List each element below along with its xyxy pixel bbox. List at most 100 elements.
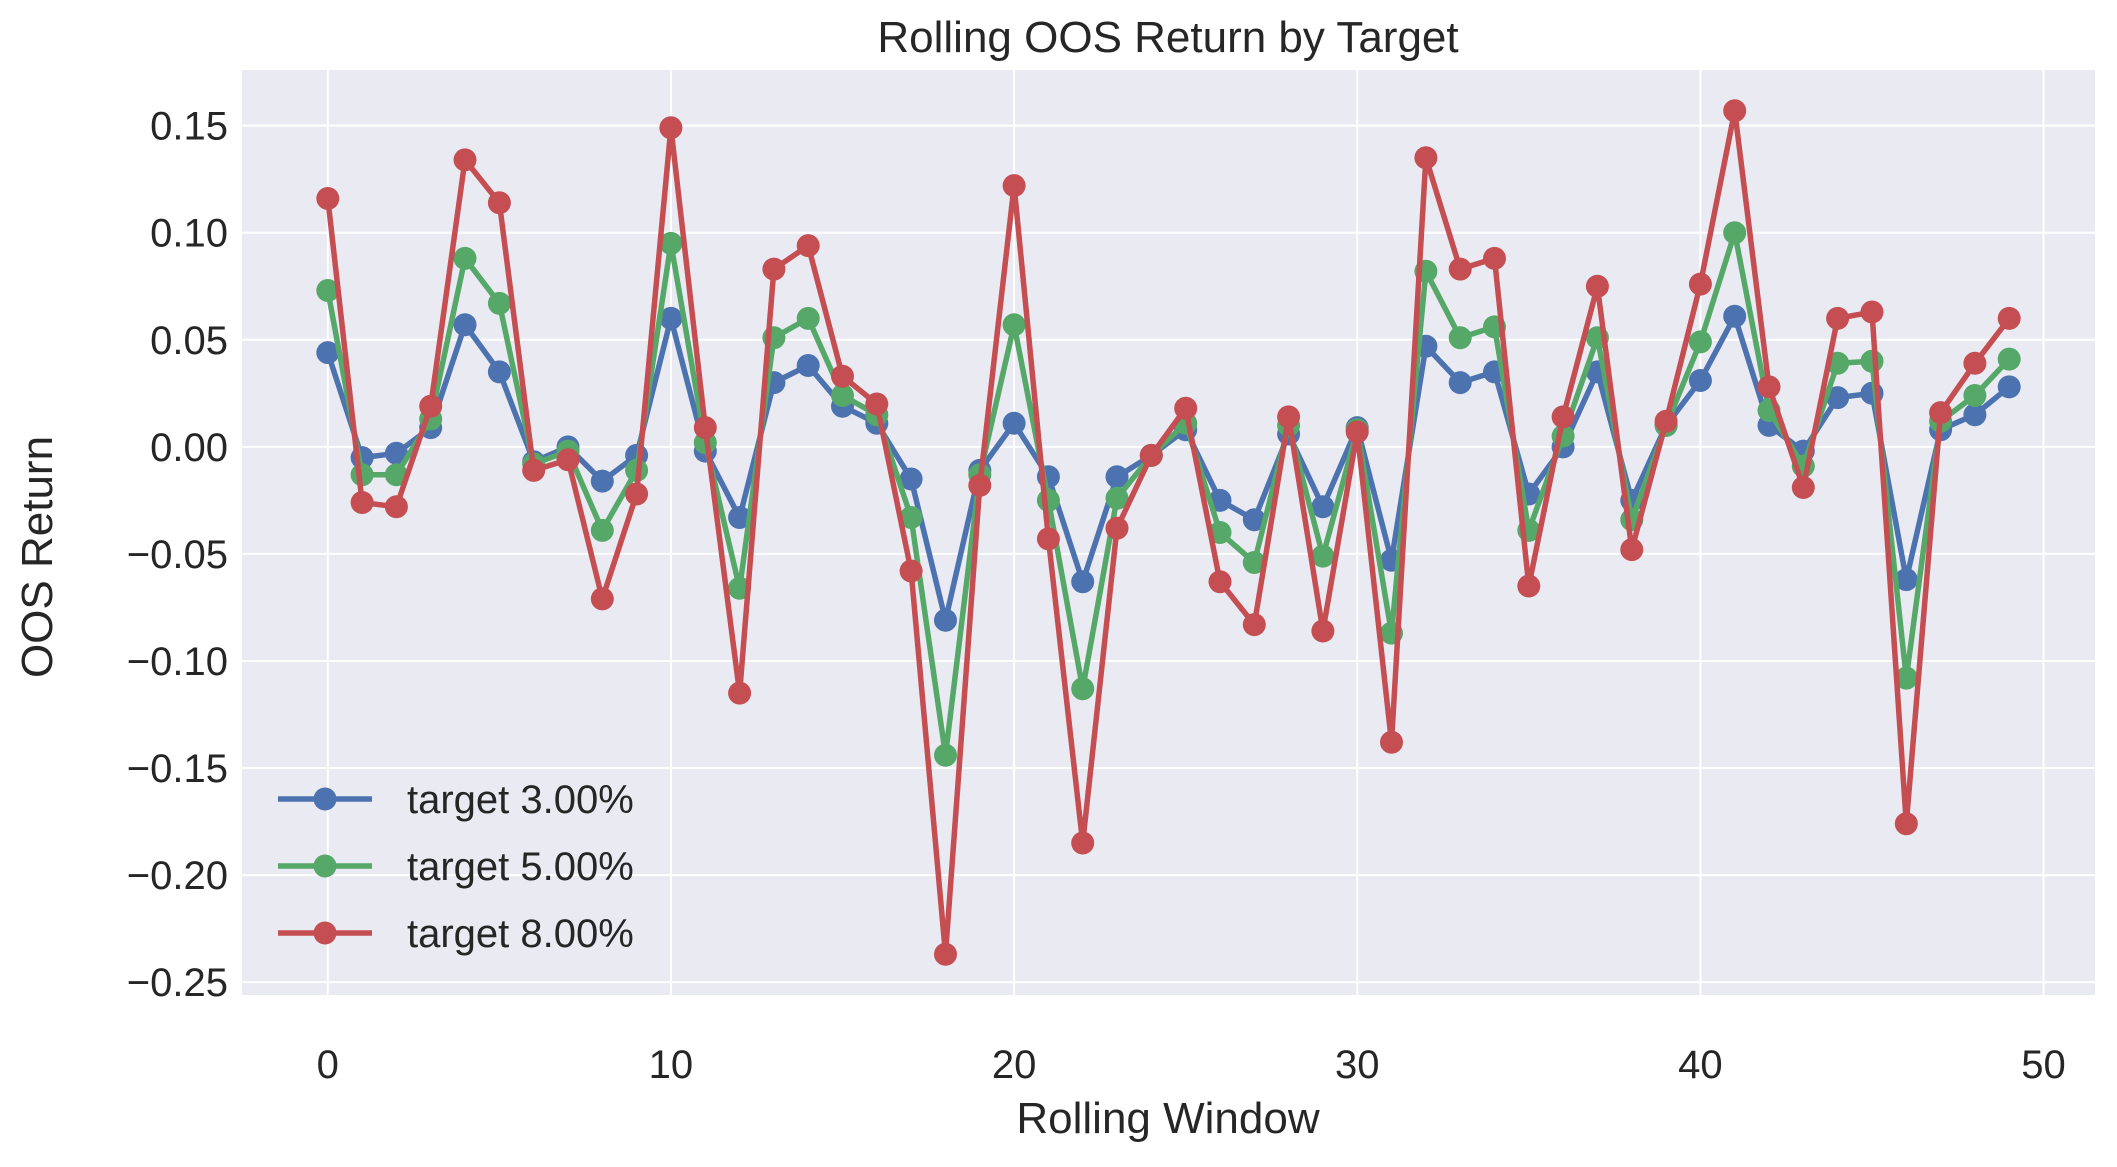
data-point — [590, 587, 614, 611]
data-point — [1208, 570, 1232, 594]
data-point — [831, 384, 854, 407]
data-point — [453, 246, 477, 270]
data-point — [1242, 613, 1266, 637]
data-point — [453, 148, 477, 172]
data-point — [1585, 274, 1609, 298]
series-layer — [316, 99, 2021, 966]
y-tick-label: −0.20 — [127, 854, 228, 898]
data-point — [934, 743, 957, 767]
data-point — [1380, 730, 1403, 754]
data-point — [762, 257, 786, 281]
legend-label: target 3.00% — [407, 778, 634, 822]
legend-item: target 3.00% — [278, 778, 634, 822]
data-point — [1277, 405, 1301, 429]
data-point — [1036, 527, 1060, 551]
data-point — [865, 392, 889, 416]
data-point — [1826, 386, 1850, 410]
grid — [242, 70, 2095, 995]
legend-marker — [313, 787, 337, 811]
data-point — [625, 482, 649, 506]
data-point — [899, 559, 923, 583]
data-point — [1105, 516, 1129, 540]
data-point — [1723, 304, 1747, 328]
data-point — [1963, 403, 1987, 427]
data-point — [384, 495, 408, 519]
data-point — [487, 191, 511, 215]
data-point — [1654, 409, 1678, 433]
y-tick-label: 0.15 — [150, 105, 228, 149]
data-point — [1688, 272, 1712, 296]
data-point — [1791, 476, 1815, 499]
data-point — [384, 463, 408, 487]
data-point — [796, 354, 820, 377]
data-point — [1997, 306, 2021, 330]
data-point — [590, 469, 614, 493]
data-point — [1071, 831, 1095, 855]
data-point — [659, 116, 683, 140]
legend-label: target 5.00% — [407, 845, 634, 889]
data-point — [1688, 369, 1712, 392]
data-point — [659, 306, 683, 330]
data-point — [556, 448, 580, 472]
y-tick-label: 0.10 — [150, 212, 228, 256]
data-point — [1174, 396, 1198, 420]
data-point — [1071, 677, 1095, 701]
data-point — [1071, 570, 1095, 594]
data-point — [1963, 384, 1987, 407]
data-point — [316, 279, 340, 302]
data-point — [1860, 349, 1884, 373]
x-tick-label: 0 — [317, 1043, 339, 1087]
data-point — [659, 231, 683, 255]
y-axis-ticks: 0.15 0.10 0.05 0.00 −0.05 −0.10 −0.15 −0.20 −0.2… — [127, 105, 228, 1005]
data-point — [1002, 411, 1026, 435]
data-point — [1311, 495, 1335, 519]
data-point — [1105, 486, 1129, 510]
series-line — [325, 229, 2012, 758]
data-point — [728, 506, 752, 529]
data-point — [693, 416, 717, 440]
data-point — [1345, 420, 1369, 444]
data-point — [590, 518, 614, 542]
y-tick-label: −0.15 — [127, 747, 228, 791]
data-point — [899, 506, 923, 529]
data-point — [968, 473, 992, 497]
y-tick-label: 0.00 — [150, 426, 228, 470]
data-point — [1551, 405, 1575, 429]
data-point — [1105, 465, 1129, 489]
series-3 — [316, 99, 2021, 966]
data-point — [419, 394, 443, 418]
y-tick-label: −0.25 — [127, 961, 228, 1005]
data-point — [316, 341, 340, 365]
y-axis-label: OOS Return — [13, 436, 62, 678]
x-axis-label: Rolling Window — [1016, 1094, 1319, 1143]
data-point — [1963, 351, 1987, 375]
data-point — [796, 234, 820, 258]
data-point — [934, 942, 957, 966]
data-point — [1860, 300, 1884, 324]
data-point — [1723, 221, 1747, 245]
y-tick-label: 0.05 — [150, 319, 228, 363]
data-point — [1483, 246, 1506, 270]
data-point — [1311, 544, 1335, 568]
data-point — [728, 681, 752, 705]
data-point — [1208, 521, 1232, 544]
data-point — [1723, 99, 1747, 123]
chart-title: Rolling OOS Return by Target — [877, 13, 1458, 62]
data-point — [316, 187, 340, 210]
data-point — [350, 491, 374, 514]
x-tick-label: 40 — [1678, 1043, 1723, 1087]
data-point — [831, 364, 854, 388]
data-point — [1002, 313, 1026, 337]
data-point — [1997, 347, 2021, 371]
plot-area — [242, 70, 2095, 995]
data-point — [1414, 146, 1438, 170]
legend-item: target 5.00% — [278, 845, 634, 889]
data-point — [1517, 574, 1541, 598]
data-point — [487, 291, 511, 315]
data-point — [1311, 619, 1335, 643]
data-point — [1688, 330, 1712, 354]
x-tick-label: 10 — [649, 1043, 694, 1087]
data-point — [1894, 666, 1918, 690]
